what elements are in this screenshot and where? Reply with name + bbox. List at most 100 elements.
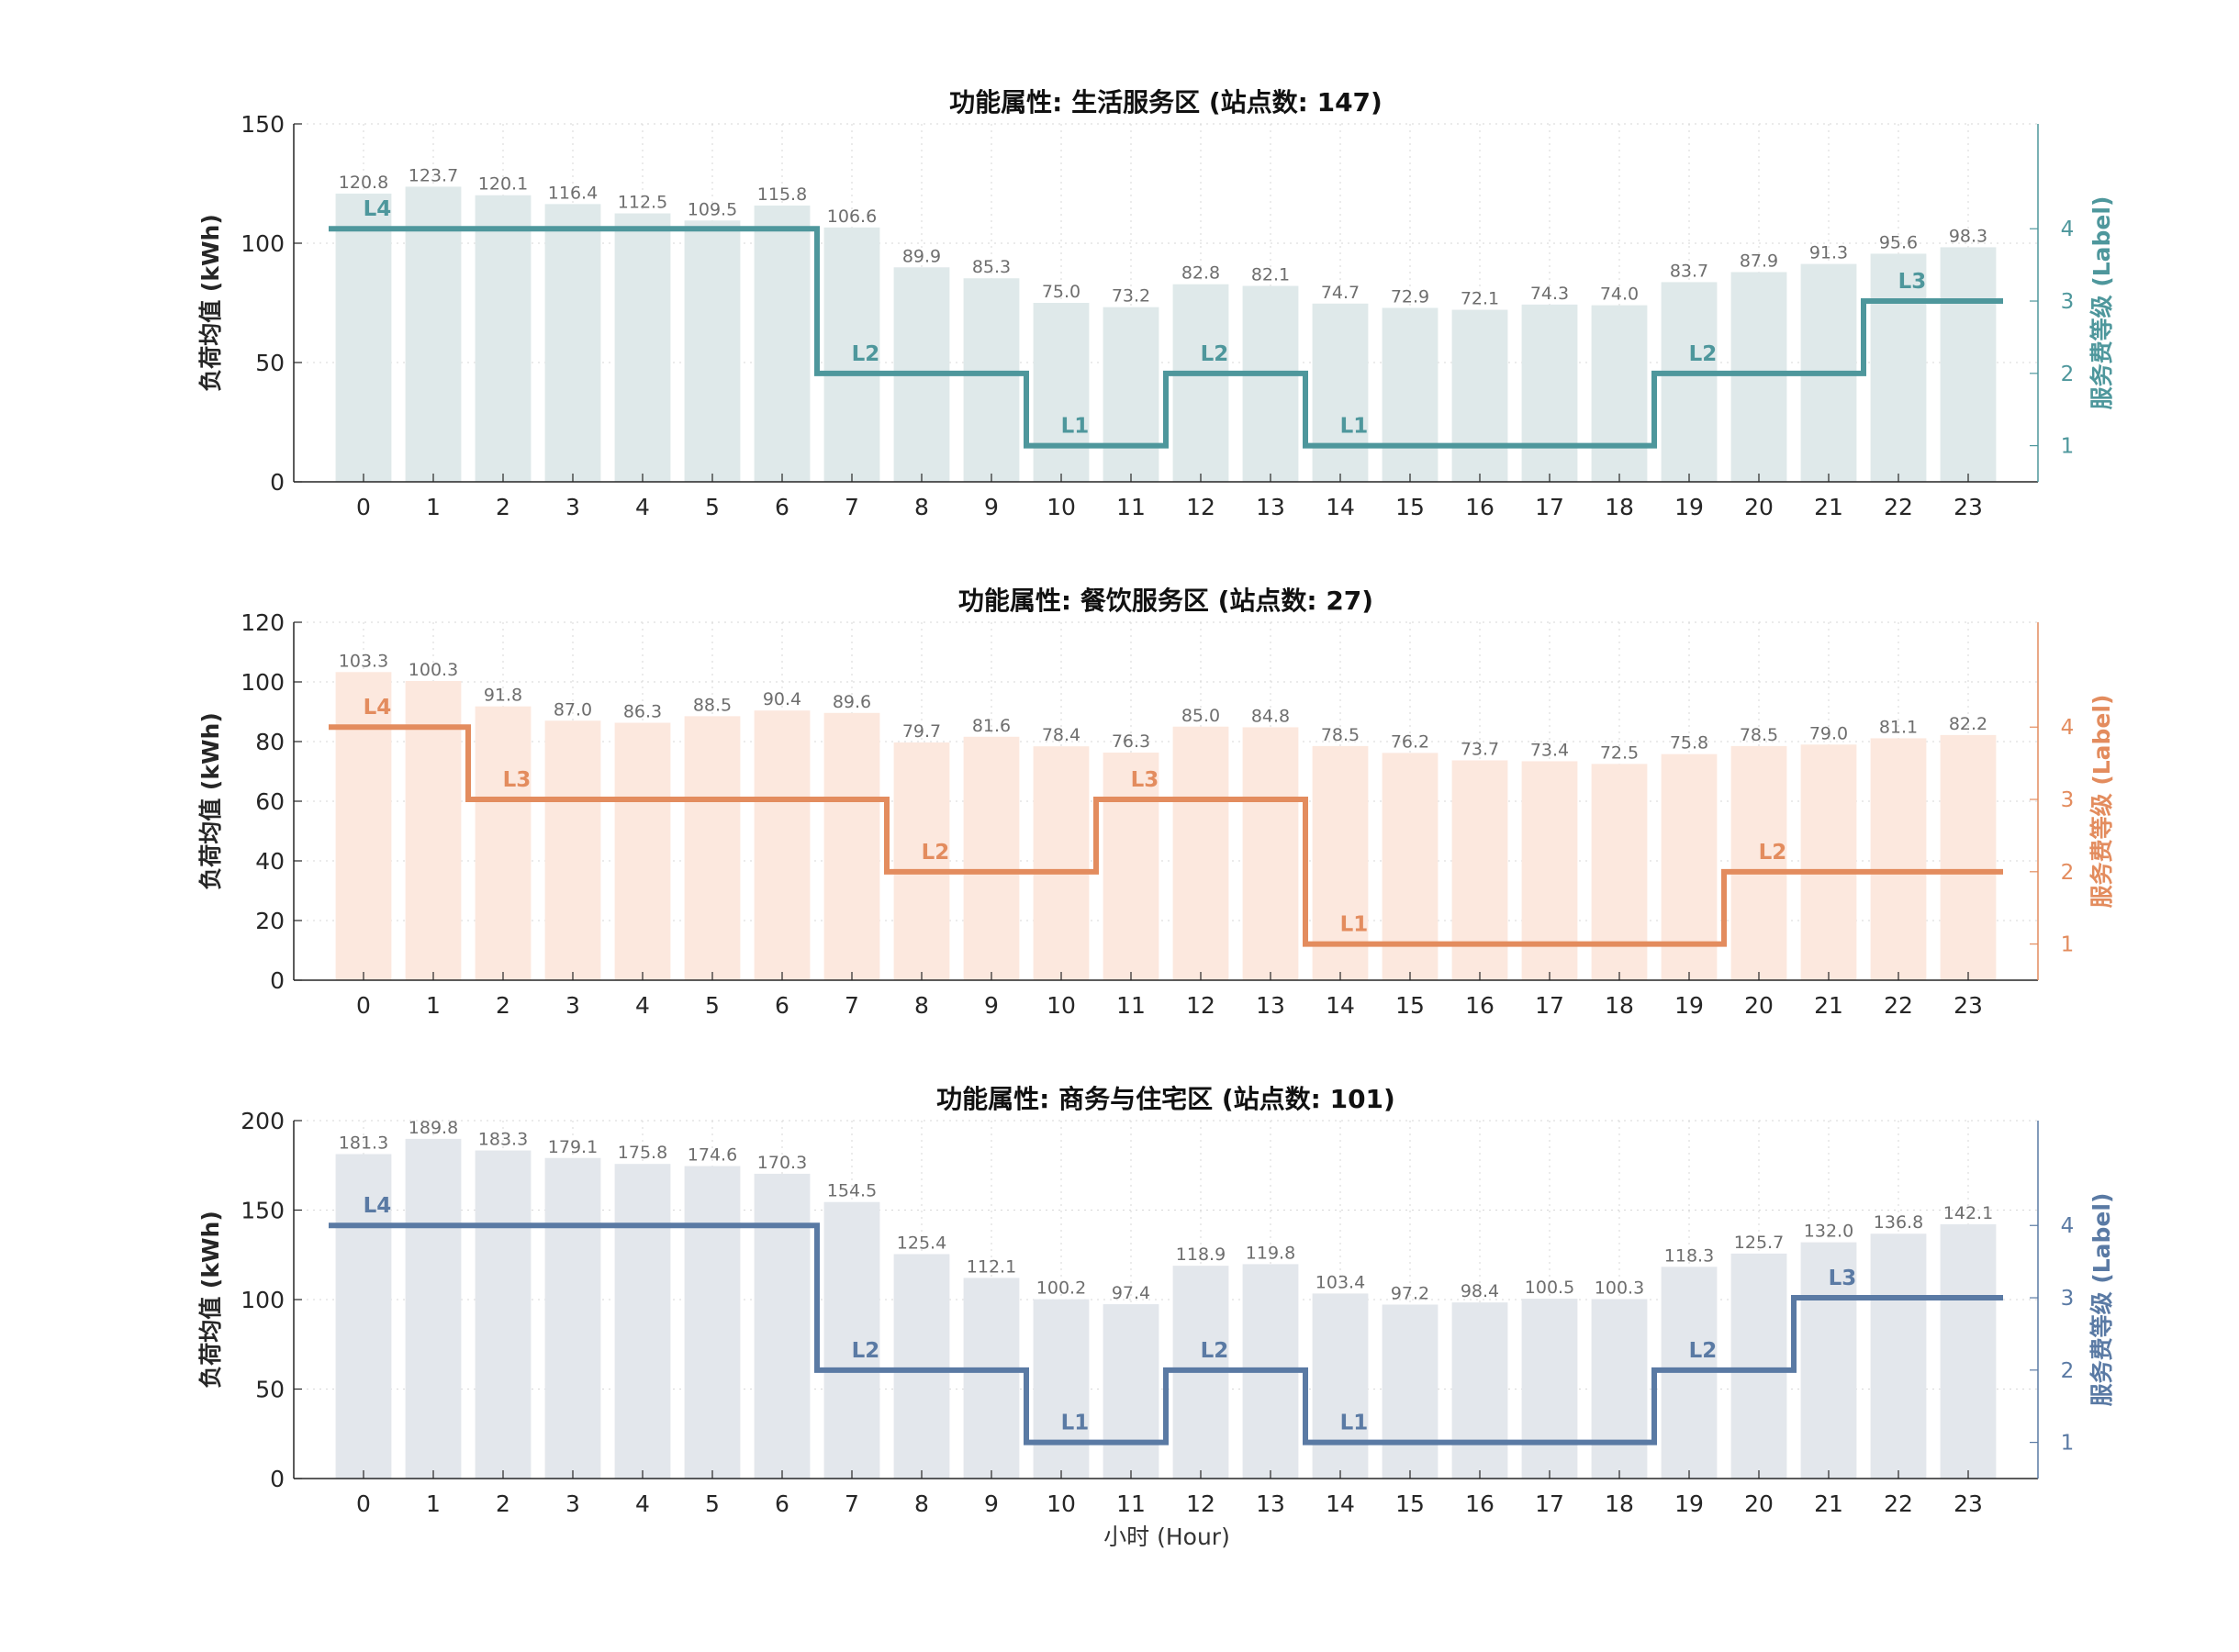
bar-value-label: 85.0 bbox=[1181, 706, 1220, 726]
bar-value-label: 87.9 bbox=[1740, 251, 1778, 271]
level-annotation: L2 bbox=[1201, 1339, 1229, 1363]
chart-title: 功能属性: 餐饮服务区 (站点数: 27) bbox=[958, 586, 1373, 616]
x-tick-label: 9 bbox=[984, 992, 999, 1019]
bar-value-label: 95.6 bbox=[1879, 232, 1918, 252]
x-tick-label: 10 bbox=[1047, 494, 1076, 520]
level-annotation: L3 bbox=[1898, 270, 1927, 294]
bar bbox=[405, 186, 462, 482]
bar bbox=[1103, 307, 1159, 482]
x-tick-label: 21 bbox=[1814, 992, 1843, 1019]
x-tick-label: 0 bbox=[356, 494, 371, 520]
bar bbox=[475, 706, 532, 980]
x-tick-label: 5 bbox=[705, 494, 720, 520]
bar bbox=[1033, 303, 1090, 482]
bar-value-label: 74.3 bbox=[1530, 284, 1569, 304]
bar-value-label: 112.5 bbox=[618, 193, 667, 213]
y-tick-label: 150 bbox=[241, 1198, 285, 1224]
y-tick-label: 50 bbox=[255, 1377, 285, 1403]
level-annotation: L1 bbox=[1340, 1412, 1369, 1435]
bar-value-label: 86.3 bbox=[623, 702, 662, 722]
bar bbox=[1730, 745, 1787, 980]
bar bbox=[1033, 1299, 1090, 1479]
bar bbox=[1940, 734, 1997, 980]
x-tick-label: 20 bbox=[1744, 992, 1774, 1019]
bar bbox=[1870, 1233, 1927, 1479]
bar-value-label: 81.6 bbox=[972, 716, 1011, 736]
bar bbox=[614, 213, 671, 482]
bar bbox=[1591, 764, 1648, 980]
bar bbox=[614, 722, 671, 980]
x-tick-label: 3 bbox=[565, 1490, 580, 1517]
x-tick-label: 2 bbox=[496, 992, 510, 1019]
x-tick-label: 11 bbox=[1116, 1490, 1146, 1517]
bar bbox=[614, 1164, 671, 1479]
bar-value-label: 170.3 bbox=[757, 1153, 807, 1173]
y2-axis-label: 服务费等级 (Label) bbox=[2088, 196, 2115, 410]
bar-value-label: 97.4 bbox=[1112, 1283, 1150, 1303]
x-tick-label: 4 bbox=[635, 1490, 650, 1517]
bar-value-label: 119.8 bbox=[1246, 1243, 1295, 1263]
bar bbox=[1800, 744, 1857, 980]
bar-value-label: 174.6 bbox=[688, 1145, 737, 1166]
x-tick-label: 2 bbox=[496, 494, 510, 520]
bar-value-label: 136.8 bbox=[1874, 1212, 1923, 1233]
bar-value-label: 87.0 bbox=[554, 699, 592, 720]
x-tick-label: 5 bbox=[705, 992, 720, 1019]
x-tick-label: 13 bbox=[1256, 494, 1285, 520]
x-tick-label: 0 bbox=[356, 992, 371, 1019]
bar-value-label: 79.0 bbox=[1809, 723, 1848, 743]
x-tick-label: 3 bbox=[565, 494, 580, 520]
bar-value-label: 106.6 bbox=[827, 206, 877, 227]
y-tick-label: 200 bbox=[241, 1108, 285, 1134]
bar bbox=[335, 1154, 392, 1479]
x-tick-label: 13 bbox=[1256, 1490, 1285, 1517]
x-tick-label: 22 bbox=[1884, 1490, 1913, 1517]
bar-value-label: 103.3 bbox=[339, 651, 388, 671]
x-tick-label: 9 bbox=[984, 494, 999, 520]
bar bbox=[1312, 303, 1369, 482]
bar bbox=[963, 278, 1020, 482]
level-annotation: L3 bbox=[503, 768, 532, 792]
x-tick-label: 18 bbox=[1605, 494, 1634, 520]
bar-value-label: 89.6 bbox=[833, 692, 871, 712]
bar-value-label: 103.4 bbox=[1315, 1272, 1365, 1292]
y-tick-label: 40 bbox=[255, 848, 285, 875]
chart-panel-1: 120.8 123.7 120.1 116.4 112.5 109.5 115.8 106.6… bbox=[197, 87, 2115, 520]
x-tick-label: 15 bbox=[1395, 494, 1425, 520]
bar-value-label: 175.8 bbox=[618, 1143, 667, 1163]
x-tick-label: 23 bbox=[1954, 992, 1983, 1019]
bar-value-label: 91.8 bbox=[484, 686, 522, 706]
y2-tick-label: 4 bbox=[2061, 716, 2075, 740]
bar-value-label: 82.1 bbox=[1251, 265, 1290, 285]
bar bbox=[1451, 309, 1508, 482]
bar bbox=[405, 681, 462, 980]
y-tick-label: 50 bbox=[255, 350, 285, 376]
y-tick-label: 60 bbox=[255, 788, 285, 815]
bar bbox=[684, 716, 741, 980]
x-tick-label: 18 bbox=[1605, 992, 1634, 1019]
x-tick-label: 12 bbox=[1186, 494, 1215, 520]
bar-value-label: 83.7 bbox=[1670, 261, 1708, 281]
y-tick-label: 20 bbox=[255, 908, 285, 934]
bar-value-label: 74.0 bbox=[1600, 285, 1639, 305]
x-tick-label: 19 bbox=[1674, 1490, 1704, 1517]
x-tick-label: 10 bbox=[1047, 992, 1076, 1019]
y2-tick-label: 3 bbox=[2061, 788, 2075, 812]
bar-value-label: 78.5 bbox=[1740, 725, 1778, 745]
chart-panel-2: 103.3 100.391.887.0 86.3 88.5 90.4 89.679.7 81… bbox=[197, 586, 2115, 1019]
bar-value-label: 73.7 bbox=[1461, 739, 1499, 759]
x-tick-label: 8 bbox=[914, 992, 929, 1019]
bar-value-label: 183.3 bbox=[478, 1130, 528, 1150]
y-tick-label: 0 bbox=[270, 1466, 285, 1492]
y2-tick-label: 2 bbox=[2061, 1359, 2075, 1383]
bar bbox=[1382, 307, 1439, 482]
x-tick-label: 7 bbox=[845, 494, 859, 520]
bar-value-label: 85.3 bbox=[972, 257, 1011, 277]
x-tick-label: 10 bbox=[1047, 1490, 1076, 1517]
x-tick-label: 14 bbox=[1326, 992, 1355, 1019]
figure-xlabel: 小时 (Hour) bbox=[1103, 1524, 1230, 1550]
level-annotation: L2 bbox=[1689, 342, 1718, 366]
y-tick-label: 120 bbox=[241, 609, 285, 636]
y-tick-label: 150 bbox=[241, 111, 285, 138]
